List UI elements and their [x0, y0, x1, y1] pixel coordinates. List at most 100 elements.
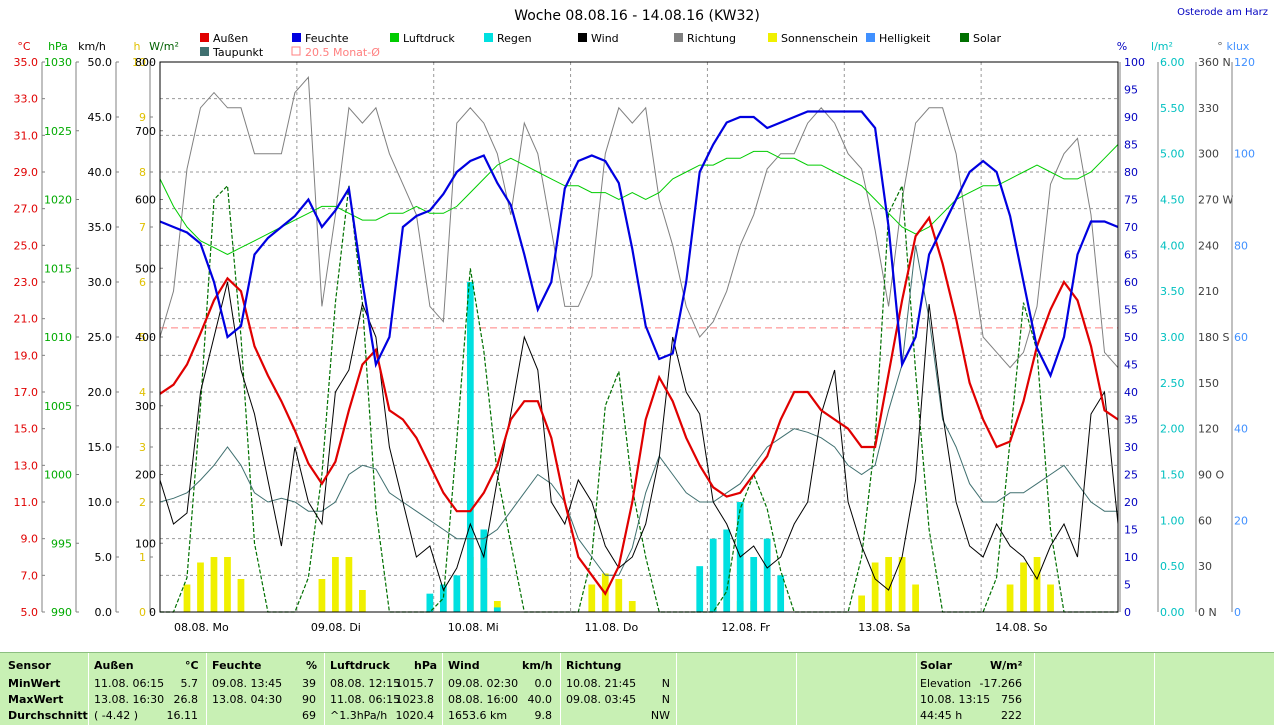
legend-label-3: Regen	[497, 32, 532, 45]
stats-solar-t-1: 10.08. 13:15	[920, 693, 991, 706]
stats-luft-v-2: 1020.4	[395, 709, 435, 722]
plot-frame	[159, 61, 1119, 613]
stats-feuchte-v-0: 39	[302, 677, 316, 690]
legend-swatch-3	[484, 33, 493, 42]
bar-sonnenschein	[210, 557, 218, 612]
stats-luft-t-1: 11.08. 06:15	[330, 693, 401, 706]
stats-header-richtung: Richtung	[566, 659, 622, 672]
day-label: 13.08. Sa	[858, 621, 910, 634]
legend-label-monthly-avg: 20.5 Monat-Ø	[305, 46, 380, 59]
stats-luft-t-2: ^1.3hPa/h	[330, 709, 388, 722]
right-tick-klux: 60	[1234, 331, 1248, 344]
left-tick-kmh: 45.0	[88, 111, 113, 124]
legend-swatch-9	[200, 47, 209, 56]
bar-regen	[763, 538, 771, 612]
left-tick-h: 8	[139, 166, 146, 179]
bar-regen	[709, 538, 717, 612]
stats-label-0: MinWert	[8, 677, 61, 690]
series-lines	[159, 76, 1119, 613]
legend-swatch-6	[768, 33, 777, 42]
stats-header-feuchte-unit: %	[306, 659, 318, 672]
stats-solar-v-1: 756	[1001, 693, 1022, 706]
bar-sonnenschein	[1020, 562, 1027, 612]
stats-richt-v-1: N	[661, 693, 670, 706]
stats-header-solar-unit: W/m²	[990, 659, 1023, 672]
line-solar	[160, 183, 1118, 613]
right-axes: % l/m² ° klux100959085807570656055504540353…	[1117, 40, 1255, 619]
stats-wind-t-2: 1653.6 km	[448, 709, 508, 722]
day-label: 10.08. Mi	[448, 621, 499, 634]
left-tick-hpa: 1005	[44, 400, 72, 413]
left-tick-h: 0	[139, 606, 146, 619]
right-tick-lm2: 5.50	[1160, 102, 1185, 115]
stats-header-feuchte: Feuchte	[212, 659, 262, 672]
right-tick-deg: 150	[1198, 377, 1219, 390]
stats-header-wind: Wind	[448, 659, 480, 672]
right-tick-lm2: 6.00	[1160, 56, 1185, 69]
left-tick-hpa: 1000	[44, 469, 72, 482]
right-tick-lm2: 0.50	[1160, 560, 1185, 573]
left-tick-kmh: 25.0	[88, 331, 113, 344]
stats-feuchte-v-1: 90	[302, 693, 316, 706]
statistics-panel: Sensor Außen °C Feuchte % Luftdruck hPa …	[0, 652, 1274, 725]
left-tick-temp: 11.0	[14, 496, 39, 509]
stats-solar-t-0: Elevation	[920, 677, 972, 690]
right-tick-deg: 90 O	[1198, 469, 1224, 482]
bar-sonnenschein	[898, 557, 906, 612]
right-tick-lm2: 5.00	[1160, 148, 1185, 161]
left-tick-wm2: 500	[135, 262, 156, 275]
legend: Außen Feuchte Luftdruck Regen Wind Richtung So…	[200, 32, 1002, 59]
stats-wind-t-0: 09.08. 02:30	[448, 677, 519, 690]
left-tick-temp: 29.0	[14, 166, 39, 179]
left-tick-hpa: 1025	[44, 125, 72, 138]
left-tick-h: 4	[139, 386, 146, 399]
stats-label-1: MaxWert	[8, 693, 64, 706]
stats-solar-v-2: 222	[1001, 709, 1022, 722]
stats-aussen-v-1: 26.8	[173, 693, 199, 706]
legend-label-9: Taupunkt	[212, 46, 264, 59]
left-unit-0: °C	[17, 40, 31, 53]
right-tick-pct: 5	[1124, 579, 1131, 592]
left-tick-h: 3	[139, 441, 146, 454]
bar-regen	[723, 529, 731, 612]
left-tick-h: 9	[139, 111, 146, 124]
right-tick-pct: 90	[1124, 111, 1138, 124]
left-tick-temp: 31.0	[14, 129, 39, 142]
left-tick-wm2: 600	[135, 194, 156, 207]
right-tick-pct: 35	[1124, 414, 1138, 427]
stats-richt-t-0: 10.08. 21:45	[566, 677, 637, 690]
bar-regen	[426, 593, 434, 612]
legend-swatch-8	[960, 33, 969, 42]
left-tick-h: 10	[132, 56, 146, 69]
legend-swatch-5	[674, 33, 683, 42]
right-tick-deg: 330	[1198, 102, 1219, 115]
stats-richt-t-1: 09.08. 03:45	[566, 693, 637, 706]
grid	[160, 62, 1118, 612]
bar-regen	[493, 607, 501, 612]
bar-sonnenschein	[197, 562, 204, 612]
stats-header-sensor: Sensor	[8, 659, 51, 672]
line-taupunkt	[159, 245, 1118, 576]
right-tick-pct: 65	[1124, 249, 1138, 262]
bar-sonnenschein	[493, 601, 501, 612]
right-tick-lm2: 2.00	[1160, 423, 1185, 436]
right-tick-lm2: 3.00	[1160, 331, 1185, 344]
left-tick-h: 6	[139, 276, 146, 289]
left-tick-kmh: 5.0	[95, 551, 113, 564]
stats-solar-t-2: 44:45 h	[920, 709, 963, 722]
stats-header-solar: Solar	[920, 659, 953, 672]
left-tick-temp: 27.0	[14, 203, 39, 216]
bars	[183, 282, 1054, 612]
bar-sonnenschein	[588, 584, 596, 612]
right-tick-pct: 55	[1124, 304, 1138, 317]
right-tick-deg: 0 N	[1198, 606, 1217, 619]
stats-aussen-t-0: 11.08. 06:15	[94, 677, 165, 690]
left-tick-wm2: 0	[149, 606, 156, 619]
day-label: 11.08. Do	[585, 621, 639, 634]
stats-richt-v-2: NW	[650, 709, 670, 722]
right-tick-pct: 50	[1124, 331, 1138, 344]
bar-sonnenschein	[858, 595, 866, 612]
right-tick-lm2: 4.00	[1160, 239, 1185, 252]
legend-label-5: Richtung	[687, 32, 736, 45]
left-tick-temp: 17.0	[14, 386, 39, 399]
